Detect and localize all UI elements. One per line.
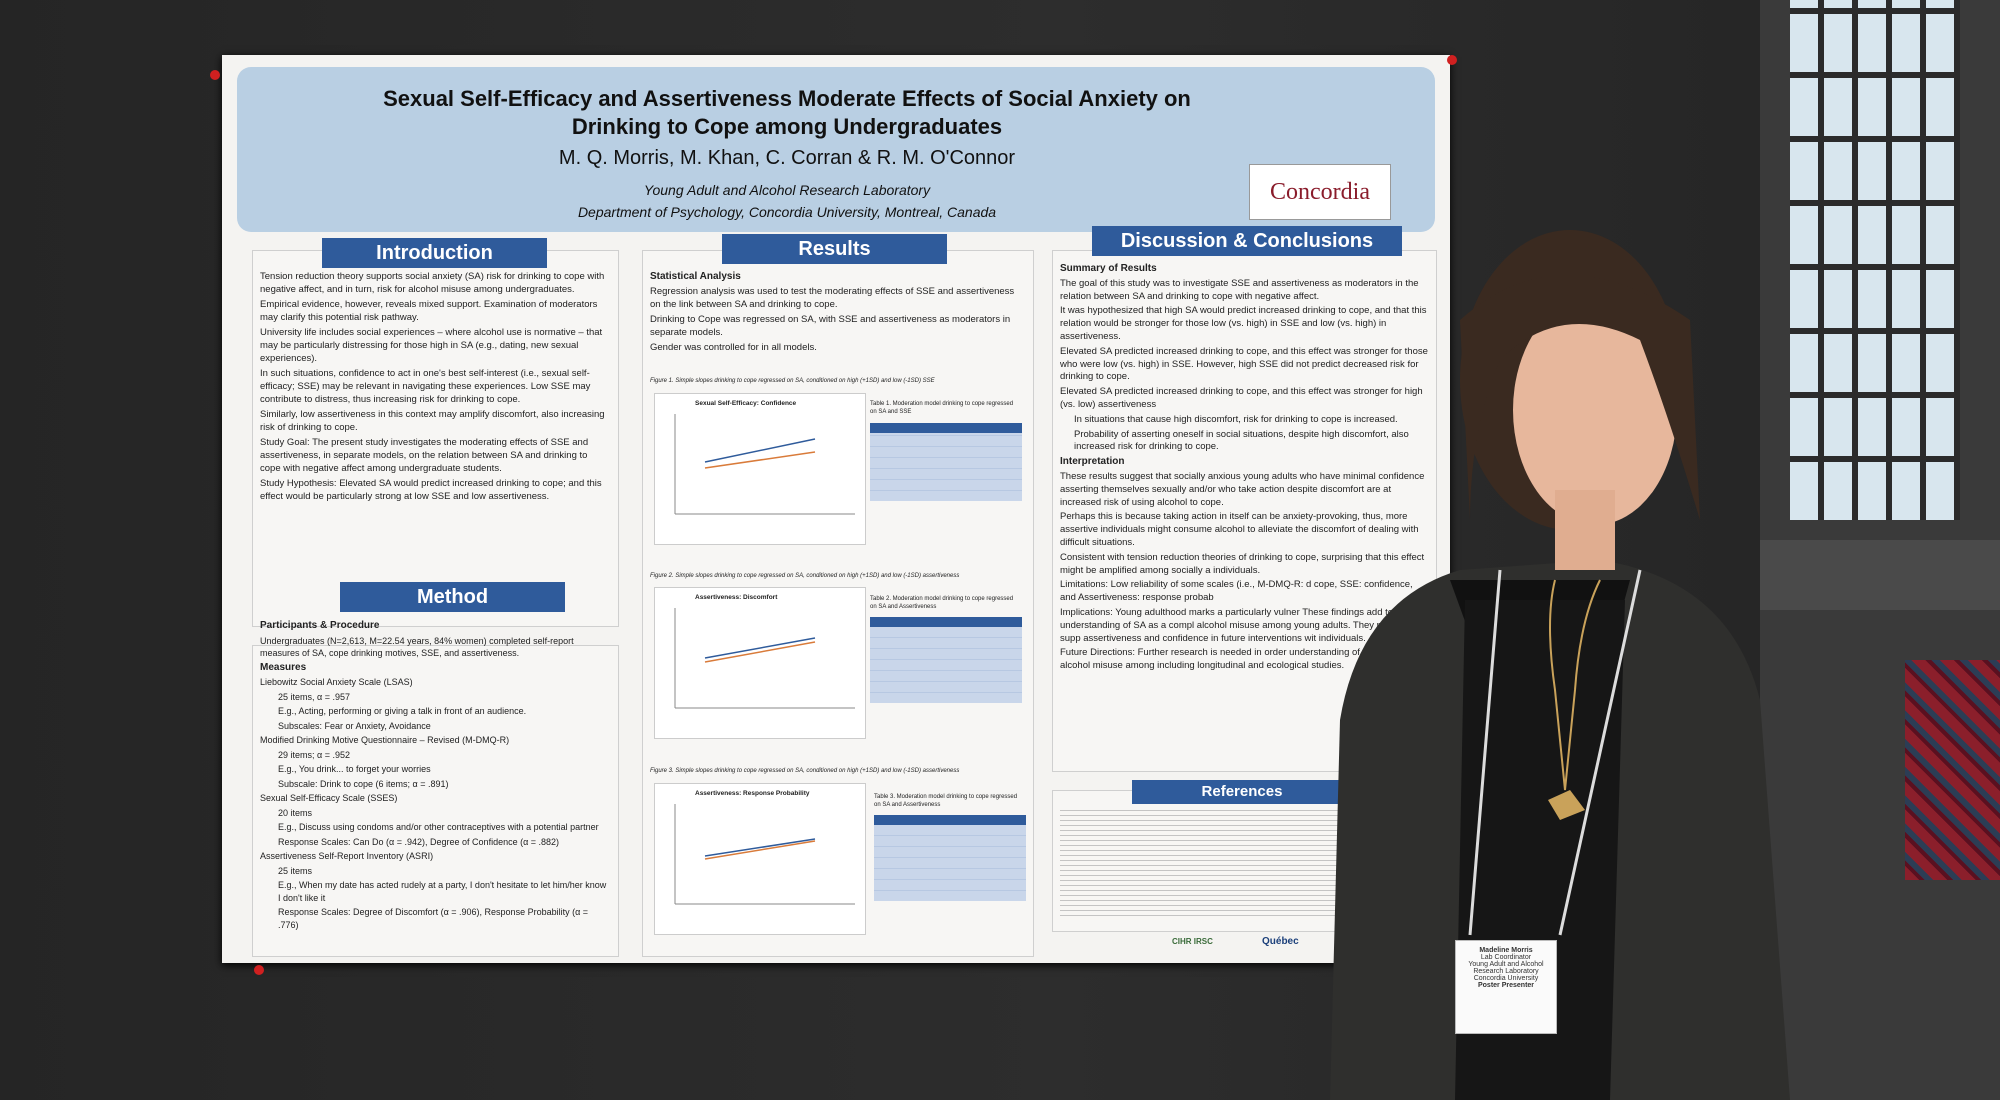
discussion-bullet: Elevated SA predicted increased drinking…: [1060, 386, 1423, 410]
results-table: [870, 423, 1022, 501]
method-line: 25 items, α = .957: [278, 691, 350, 702]
method-line: E.g., Discuss using condoms and/or other…: [278, 822, 599, 832]
results-table: [874, 815, 1026, 901]
discussion-text: Summary of Results The goal of this stud…: [1060, 263, 1430, 675]
intro-bullet: Study Goal: The present study investigat…: [260, 437, 589, 474]
poster-title: Sexual Self-Efficacy and Assertiveness M…: [383, 86, 1191, 139]
figure-title: Sexual Self-Efficacy: Confidence: [695, 400, 797, 407]
lab-name: Young Adult and Alcohol Research Laborat…: [643, 182, 931, 198]
badge-lab: Young Adult and Alcohol Research Laborat…: [1468, 961, 1544, 975]
discussion-heading: Discussion & Conclusions: [1092, 226, 1402, 256]
figure-title: Assertiveness: Response Probability: [695, 790, 810, 797]
method-line: E.g., You drink... to forget your worrie…: [278, 764, 431, 774]
window-sill: [1760, 540, 2000, 610]
figure-3-plot: [674, 804, 855, 905]
results-bullet: Regression analysis was used to test the…: [650, 286, 1015, 310]
results-bullet: Gender was controlled for in all models.: [650, 342, 817, 353]
table-caption: Table 3. Moderation model drinking to co…: [874, 794, 1018, 808]
method-line: Assertiveness Self-Report Inventory (ASR…: [260, 851, 434, 861]
figure-1: Sexual Self-Efficacy: Confidence: [654, 393, 866, 545]
results-text: Statistical Analysis Regression analysis…: [650, 270, 1025, 356]
discussion-bullet: In situations that cause high discomfort…: [1074, 413, 1398, 425]
funder-cihr: CIHR IRSC: [1172, 937, 1213, 946]
intro-heading: Introduction: [322, 238, 547, 268]
method-line: E.g., When my date has acted rudely at a…: [278, 880, 607, 903]
concordia-logo: Concordia: [1249, 164, 1391, 220]
method-line: Subscales: Fear or Anxiety, Avoidance: [278, 720, 431, 731]
interpretation-bullet: Future Directions: Further research is n…: [1060, 647, 1423, 672]
discussion-bullet: Elevated SA predicted increased drinking…: [1060, 345, 1428, 383]
method-line: Undergraduates (N=2,613, M=22.54 years, …: [260, 635, 574, 659]
interpretation-subheading: Interpretation: [1060, 456, 1125, 468]
figure-2: Assertiveness: Discomfort: [654, 587, 866, 739]
references-heading: References: [1132, 780, 1352, 804]
intro-bullet: Tension reduction theory supports social…: [260, 271, 605, 295]
results-table: [870, 617, 1022, 703]
figure-caption: Figure 2. Simple slopes drinking to cope…: [650, 573, 960, 579]
intro-bullet: Similarly, low assertiveness in this con…: [260, 409, 605, 433]
poster-authors: M. Q. Morris, M. Khan, C. Corran & R. M.…: [558, 147, 1016, 169]
table-caption: Table 2. Moderation model drinking to co…: [870, 596, 1014, 610]
method-line: 29 items; α = .952: [278, 749, 350, 760]
method-subheading: Participants & Procedure: [260, 620, 380, 631]
interpretation-bullet: Implications: Young adulthood marks a pa…: [1060, 606, 1415, 644]
method-line: Subscale: Drink to cope (6 items; α = .8…: [278, 778, 449, 789]
interpretation-bullet: These results suggest that socially anxi…: [1060, 470, 1425, 508]
funder-quebec: Québec: [1262, 936, 1299, 947]
badge-tag: Poster Presenter: [1477, 982, 1535, 989]
intro-bullet: Study Hypothesis: Elevated SA would pred…: [260, 478, 602, 502]
intro-bullet: University life includes social experien…: [260, 327, 603, 364]
method-line: 25 items: [278, 865, 313, 876]
discussion-bullet: The goal of this study was to investigat…: [1060, 277, 1419, 302]
table-caption: Table 1. Moderation model drinking to co…: [870, 401, 1014, 415]
window-pane: [1790, 0, 1960, 520]
method-column: [252, 645, 619, 957]
discussion-bullet: It was hypothesized that high SA would p…: [1060, 305, 1427, 342]
method-line: Liebowitz Social Anxiety Scale (LSAS): [260, 677, 413, 687]
badge-name: Madeline Morris: [1479, 947, 1533, 954]
figure-3: Assertiveness: Response Probability: [654, 783, 866, 935]
poster-affiliation: Young Adult and Alcohol Research Laborat…: [337, 179, 1237, 223]
intro-text: Tension reduction theory supports social…: [260, 270, 610, 505]
figure-title: Assertiveness: Discomfort: [695, 594, 778, 601]
figure-caption: Figure 1. Simple slopes drinking to cope…: [650, 378, 935, 384]
figure-2-plot: [674, 608, 855, 709]
results-subheading: Statistical Analysis: [650, 271, 741, 282]
interpretation-bullet: Consistent with tension reduction theori…: [1060, 551, 1425, 576]
poster-header: Sexual Self-Efficacy and Assertiveness M…: [237, 67, 1435, 232]
plaid-cloth: [1905, 660, 2000, 880]
name-badge: Madeline Morris Lab Coordinator Young Ad…: [1455, 940, 1557, 1034]
method-text: Participants & Procedure Undergraduates …: [260, 620, 610, 933]
badge-role: Lab Coordinator: [1480, 954, 1532, 961]
intro-bullet: In such situations, confidence to act in…: [260, 368, 591, 405]
results-bullet: Drinking to Cope was regressed on SA, wi…: [650, 314, 1011, 338]
figure-1-plot: [674, 414, 855, 515]
method-line: E.g., Acting, performing or giving a tal…: [278, 706, 527, 716]
method-line: Sexual Self-Efficacy Scale (SSES): [260, 793, 398, 803]
results-heading: Results: [722, 234, 947, 264]
method-line: Modified Drinking Motive Questionnaire –…: [260, 735, 510, 745]
badge-org: Concordia University: [1473, 975, 1539, 982]
pushpin: [1447, 55, 1457, 65]
discussion-bullet: Probability of asserting oneself in soci…: [1074, 428, 1409, 453]
department: Department of Psychology, Concordia Univ…: [577, 204, 997, 220]
method-line: Response Scales: Can Do (α = .942), Degr…: [278, 836, 560, 847]
pushpin: [210, 70, 220, 80]
method-line: Measures: [260, 661, 307, 673]
figure-caption: Figure 3. Simple slopes drinking to cope…: [650, 768, 960, 774]
discussion-subheading: Summary of Results: [1060, 263, 1157, 274]
method-heading: Method: [340, 582, 565, 612]
method-line: 20 items: [278, 807, 313, 818]
poster: Sexual Self-Efficacy and Assertiveness M…: [210, 55, 1457, 975]
interpretation-bullet: Limitations: Low reliability of some sca…: [1060, 579, 1413, 604]
method-line: Response Scales: Degree of Discomfort (α…: [278, 907, 589, 930]
intro-bullet: Empirical evidence, however, reveals mix…: [260, 299, 598, 323]
interpretation-bullet: Perhaps this is because taking action in…: [1060, 511, 1419, 548]
pushpin: [254, 965, 264, 975]
